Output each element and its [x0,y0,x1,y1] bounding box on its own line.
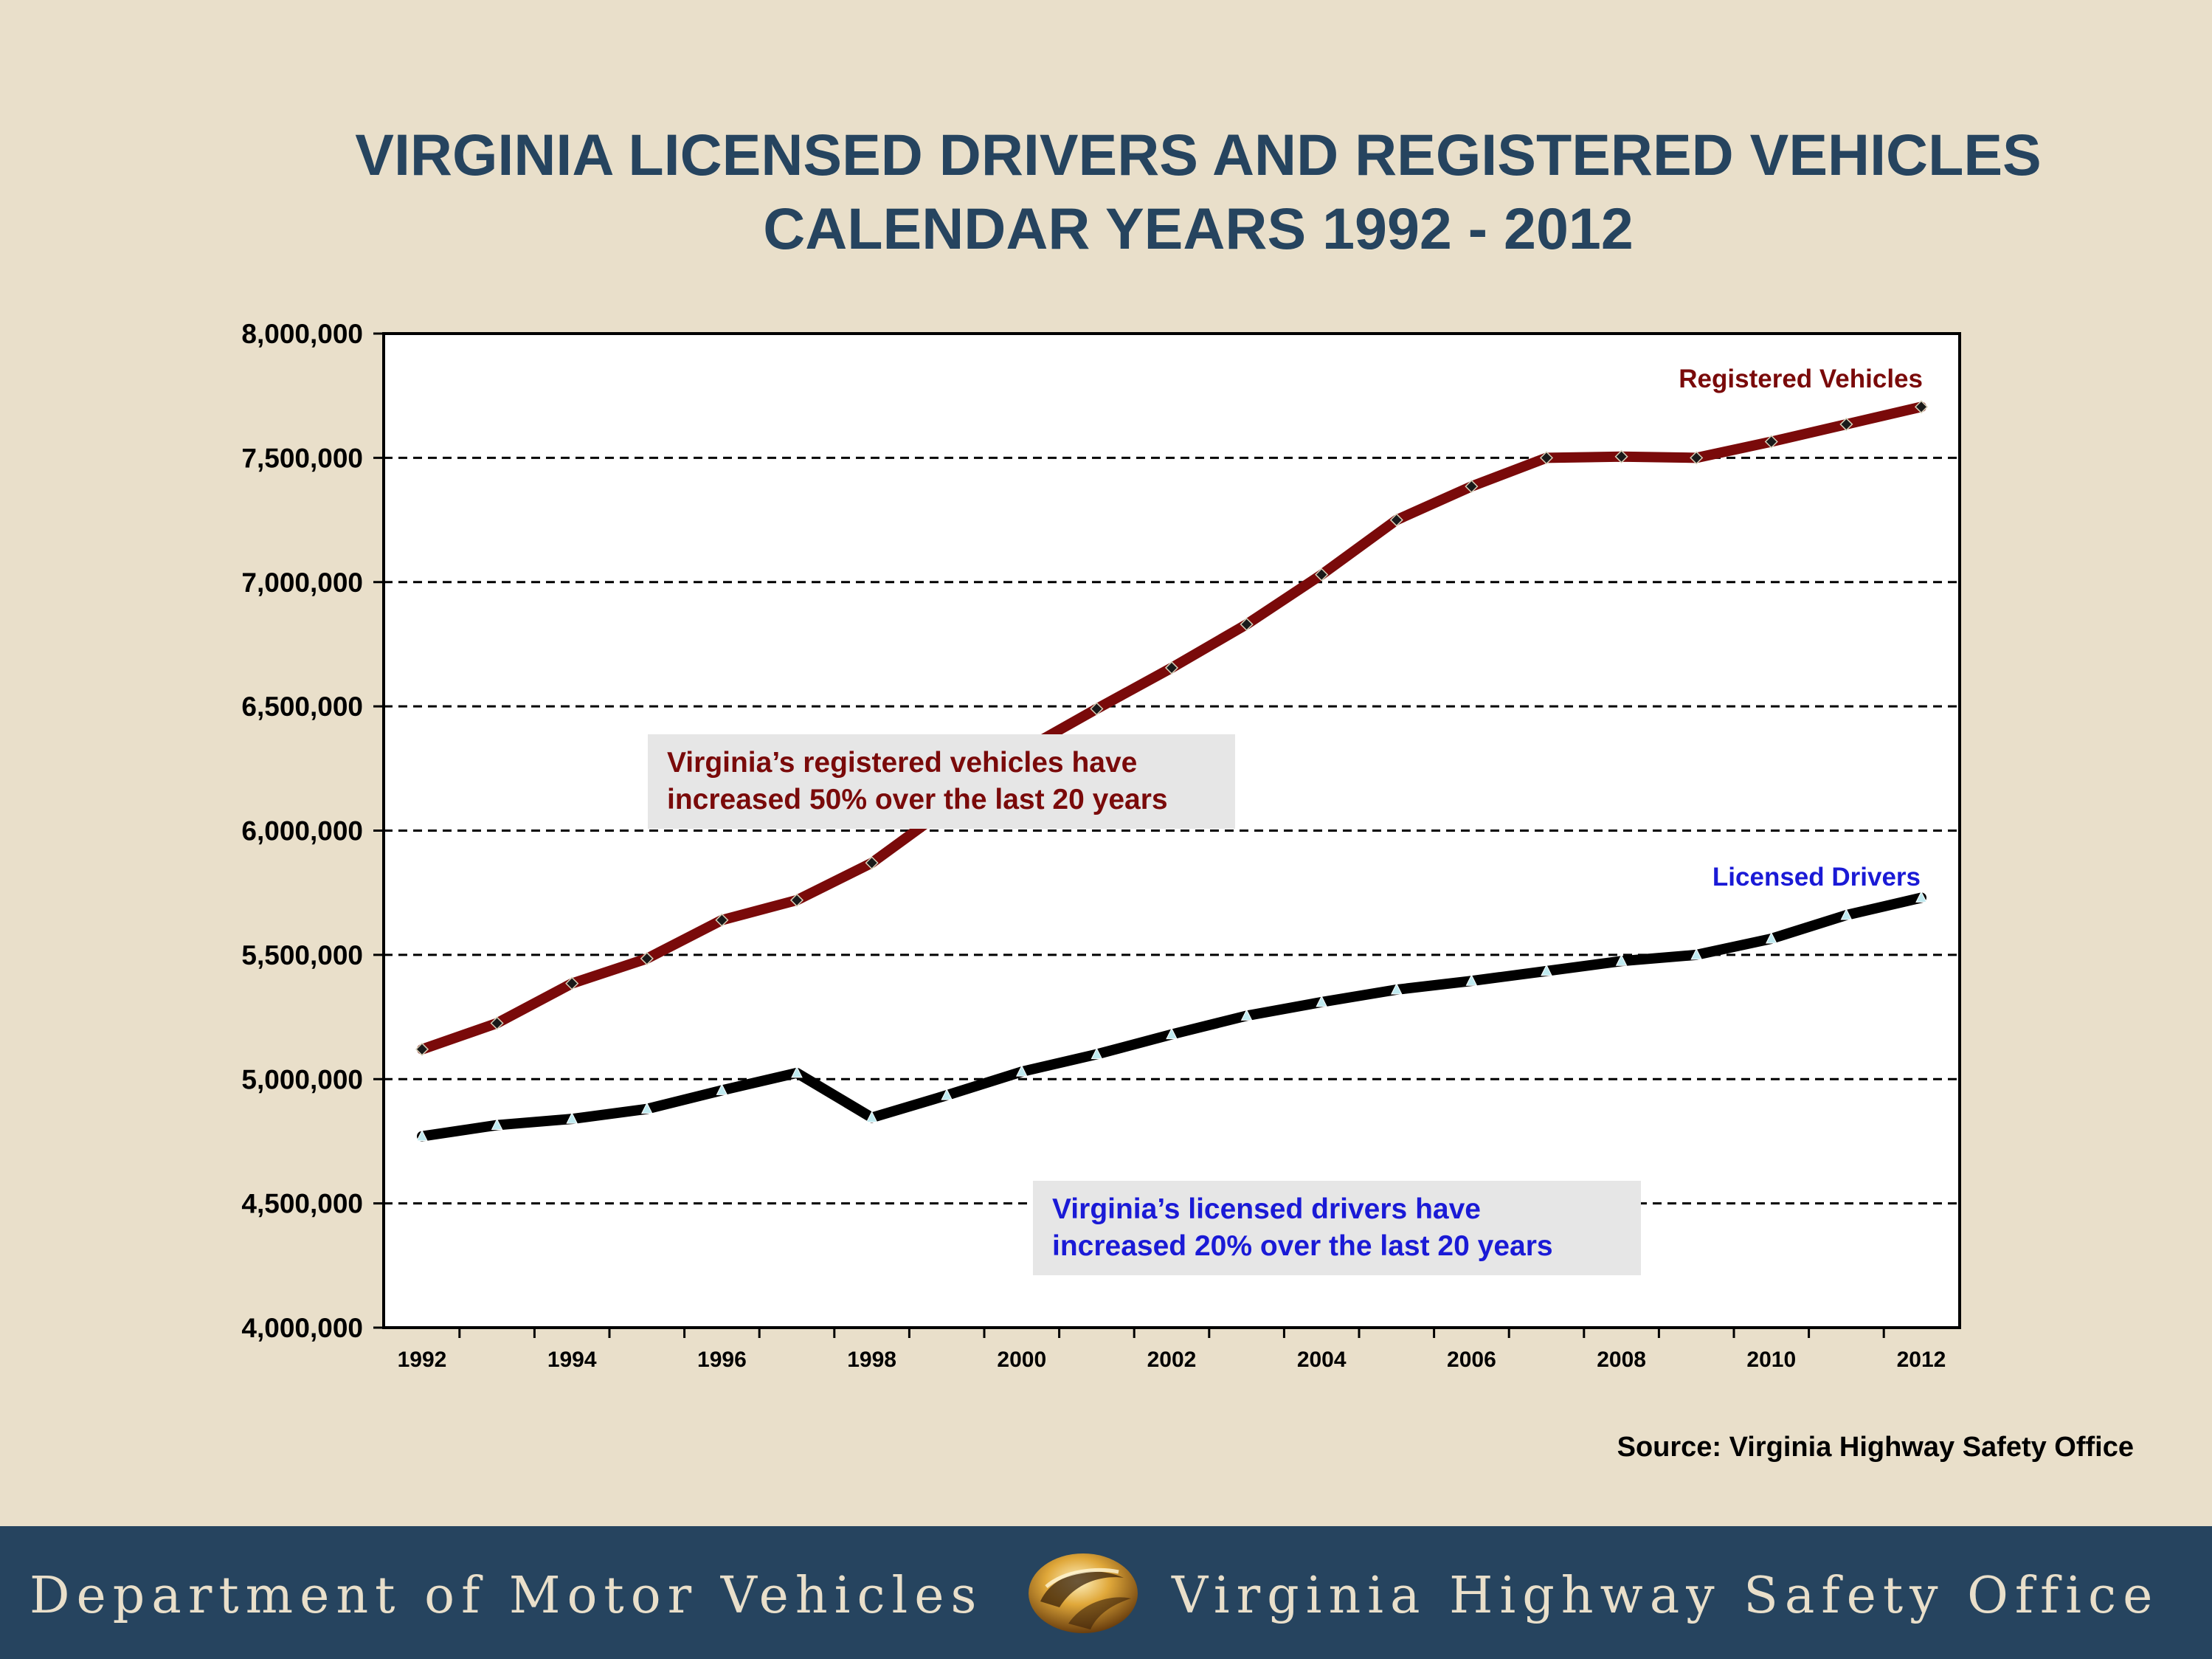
y-tick-label: 5,000,000 [241,1064,363,1094]
y-tick-label: 7,000,000 [241,568,363,598]
drivers-data-point [491,1118,503,1131]
series-label-licensed-drivers: Licensed Drivers [1712,863,1921,891]
drivers-data-point [1765,931,1777,944]
vehicles-data-point [1764,435,1778,449]
vehicles-data-point [1614,449,1628,463]
footer-vhso-text: Virginia Highway Safety Office [1172,1567,2160,1625]
footer-bar: Department of Motor Vehicles Virginia Hi… [0,1526,2212,1659]
vehicles-data-point [1090,702,1104,716]
vehicles-data-point [865,856,879,870]
vehicles-data-point [1839,417,1853,431]
drivers-data-point [1915,891,1927,903]
drivers-data-point [1390,982,1403,995]
title-line-1: VIRGINIA LICENSED DRIVERS AND REGISTERED… [355,122,2042,187]
x-axis-tick-labels: 1992 1994 1996 1998 2000 2002 2004 2006 2008 2010… [398,1348,1946,1372]
drivers-data-point [566,1112,578,1124]
source-note: Source: Virginia Highway Safety Office [1617,1432,2134,1463]
drivers-data-point [1690,948,1703,960]
drivers-data-point [416,1129,428,1142]
vehicles-data-point [640,951,654,965]
x-tick-label: 1994 [547,1348,597,1372]
swirl-logo-icon [1029,1553,1138,1633]
vehicles-data-point [789,893,804,907]
vehicles-data-point [1315,568,1329,582]
series-label-registered-vehicles: Registered Vehicles [1679,365,1923,393]
drivers-data-point [1316,995,1328,1007]
footer-dmv-text: Department of Motor Vehicles [30,1567,984,1625]
drivers-data-point [1615,954,1628,966]
drivers-data-point [941,1089,953,1100]
vehicles-data-point [1465,480,1479,494]
vehicles-data-point [715,913,729,927]
x-tick-label: 2002 [1147,1348,1197,1372]
x-tick-label: 1996 [697,1348,747,1372]
x-tick-label: 1998 [847,1348,896,1372]
y-tick-label: 6,000,000 [241,816,363,846]
vehicles-annotation-line-2: increased 50% over the last 20 years [667,784,1168,815]
x-tick-label: 1992 [398,1348,447,1372]
x-tick-label: 2000 [997,1348,1046,1372]
vehicles-data-point [1389,513,1403,527]
y-axis-tick-labels: 4,000,000 4,500,000 5,000,000 5,500,000 6,00… [241,319,363,1343]
vehicles-data-point [1240,617,1254,632]
line-chart: 4,000,000 4,500,000 5,000,000 5,500,000 6,00… [241,319,1961,1372]
x-tick-label: 2004 [1297,1348,1347,1372]
vehicles-data-point [1539,451,1554,465]
drivers-data-point [1166,1027,1178,1040]
drivers-data-point [640,1102,653,1114]
drivers-annotation: Virginia’s licensed drivers have increas… [1033,1181,1641,1275]
drivers-annotation-line-2: increased 20% over the last 20 years [1052,1230,1553,1262]
vehicles-data-point [1164,661,1179,675]
x-tick-label: 2006 [1447,1348,1496,1372]
y-tick-label: 7,500,000 [241,443,363,473]
x-tick-label: 2012 [1897,1348,1946,1372]
y-tick-label: 6,500,000 [241,691,363,722]
y-tick-label: 5,500,000 [241,940,363,970]
drivers-data-point [716,1083,728,1095]
drivers-data-point [1840,908,1853,920]
x-tick-label: 2008 [1597,1348,1646,1372]
vehicles-annotation: Virginia’s registered vehicles have incr… [648,734,1235,829]
drivers-data-point [1015,1065,1028,1077]
drivers-data-point [1091,1047,1103,1060]
vehicles-data-point [1914,400,1929,414]
title-line-2: CALENDAR YEARS 1992 - 2012 [763,196,1634,261]
y-tick-label: 4,000,000 [241,1313,363,1343]
page-title: VIRGINIA LICENSED DRIVERS AND REGISTERED… [0,118,2212,266]
vehicles-data-point [490,1016,504,1030]
drivers-data-point [1465,974,1478,986]
drivers-data-point [1541,964,1552,976]
drivers-data-point [865,1111,878,1122]
y-tick-label: 8,000,000 [241,319,363,349]
y-tick-label: 4,500,000 [241,1189,363,1219]
vehicles-annotation-line-1: Virginia’s registered vehicles have [667,747,1138,779]
x-tick-label: 2010 [1746,1348,1796,1372]
vehicles-data-point [1690,451,1704,465]
drivers-data-point [791,1066,803,1078]
vehicles-data-point [415,1042,429,1056]
vehicles-data-point [565,976,579,990]
drivers-annotation-line-1: Virginia’s licensed drivers have [1052,1193,1481,1225]
drivers-data-point [1240,1009,1253,1021]
